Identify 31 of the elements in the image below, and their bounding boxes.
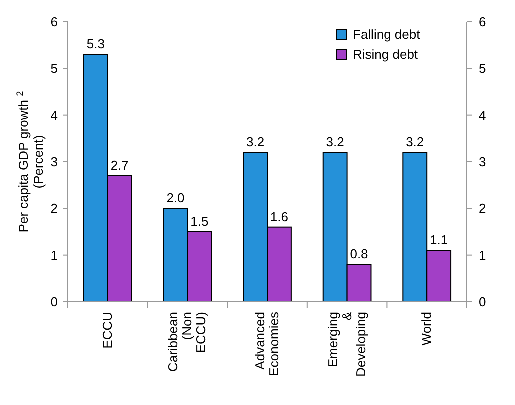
y-tick-label: 6 — [50, 14, 58, 30]
y-tick-label: 4 — [50, 108, 58, 123]
y2-tick-label: 4 — [479, 108, 486, 123]
y2-tick-label: 0 — [479, 294, 486, 310]
data-label: 3.2 — [246, 134, 265, 150]
data-label: 3.2 — [406, 134, 424, 150]
data-label: 1.5 — [190, 214, 209, 229]
y-tick-label: 1 — [50, 248, 58, 263]
x-tick-label: ECCU — [100, 312, 115, 349]
y2-tick-label: 5 — [479, 61, 486, 76]
data-label: 2.0 — [166, 190, 185, 206]
y-tick-label: 5 — [50, 61, 58, 76]
y-tick-label: 0 — [50, 294, 58, 310]
data-label: 5.3 — [86, 36, 105, 52]
data-label: 3.2 — [326, 134, 344, 150]
data-label: 2.7 — [110, 158, 129, 173]
x-tick-label: Emerging & Developing — [325, 312, 368, 378]
x-tick-label: Caribbean (Non ECCU) — [166, 312, 209, 372]
y2-tick-label: 2 — [479, 201, 486, 216]
y2-tick-label: 3 — [479, 154, 486, 170]
legend-label: Falling debt — [353, 27, 421, 42]
data-label: 1.6 — [270, 209, 289, 224]
legend-label: Rising debt — [353, 47, 418, 62]
y2-tick-label: 6 — [479, 14, 486, 30]
data-label: 0.8 — [350, 246, 368, 262]
y-tick-label: 2 — [50, 201, 58, 216]
y2-tick-label: 1 — [479, 248, 486, 263]
x-tick-label: Advanced Economies — [252, 312, 282, 376]
x-tick-label: World — [419, 312, 434, 346]
y-tick-label: 3 — [50, 154, 58, 170]
data-label: 1.1 — [430, 232, 448, 248]
